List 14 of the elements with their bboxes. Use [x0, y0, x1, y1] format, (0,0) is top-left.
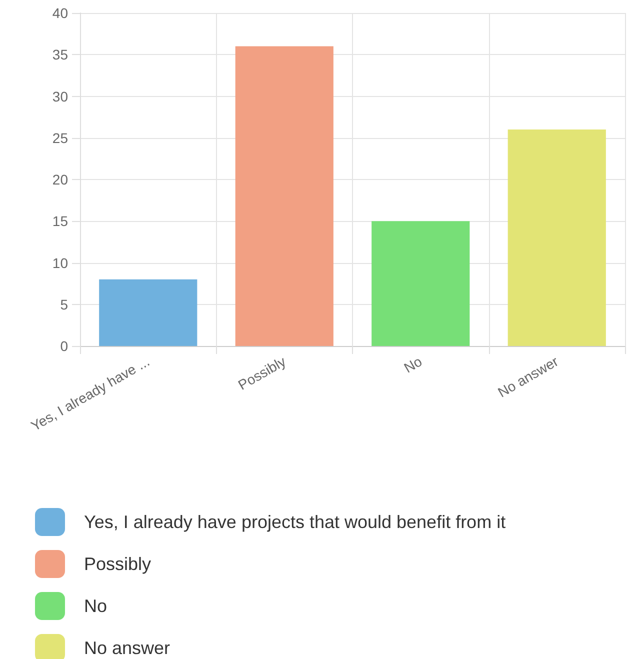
y-tick-label: 10: [52, 254, 68, 271]
y-tick-label: 0: [60, 338, 68, 354]
y-tick-label: 35: [52, 46, 68, 63]
legend-label: No: [84, 596, 108, 616]
y-tick-label: 20: [52, 172, 68, 188]
legend-label: Possibly: [84, 554, 152, 574]
legend-label: No answer: [84, 638, 170, 658]
y-tick-label: 30: [52, 88, 68, 104]
y-tick-label: 5: [60, 296, 68, 312]
x-tick-label: No: [401, 352, 425, 376]
y-tick-label: 25: [52, 130, 68, 146]
legend-label: Yes, I already have projects that would benefit from it: [84, 512, 506, 532]
y-tick-label: 15: [52, 213, 68, 230]
y-tick-label: 40: [52, 5, 68, 21]
